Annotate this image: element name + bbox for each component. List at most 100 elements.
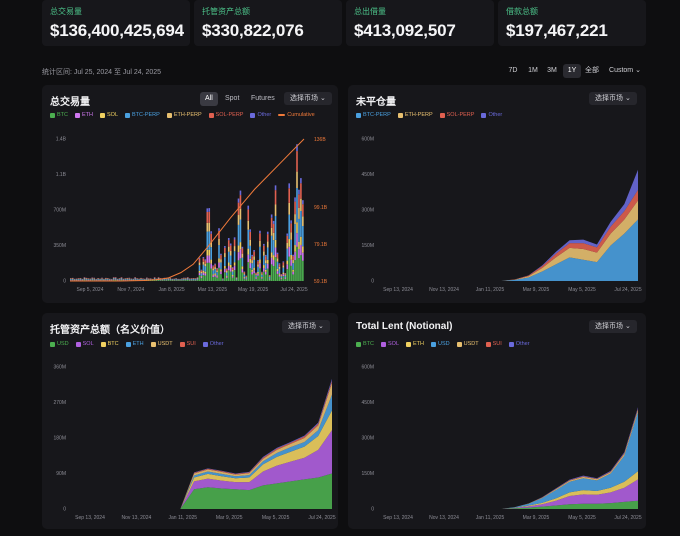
market-select[interactable]: 选择币场 ⌄ — [282, 320, 330, 333]
timeframe-7d[interactable]: 7D — [508, 67, 518, 74]
toggle-futures[interactable]: Futures — [251, 95, 275, 102]
volume-bar — [290, 220, 292, 224]
volume-bar — [245, 277, 248, 279]
volume-bar — [220, 271, 222, 275]
volume-bar — [220, 274, 222, 281]
market-select[interactable]: 选择币场 ⌄ — [284, 92, 332, 105]
legend-item[interactable]: ETH — [125, 341, 144, 347]
volume-panel: 总交易量 All Spot Futures 选择币场 ⌄ BTC ETH SOL BT… — [42, 85, 338, 303]
timeframe-1y[interactable]: 1Y — [563, 64, 581, 78]
volume-bar — [294, 214, 296, 225]
volume-bar — [226, 271, 228, 273]
aum-legend: USD SOL BTC ETH USDT SUI Other — [50, 339, 224, 349]
legend-item[interactable]: SOL — [100, 112, 118, 118]
legend-item[interactable]: Other — [508, 341, 530, 347]
legend-item[interactable]: ETH-PERP — [166, 112, 202, 118]
volume-bar — [220, 255, 222, 260]
toggle-spot[interactable]: Spot — [225, 95, 240, 102]
volume-bar — [288, 183, 290, 189]
timeframe-custom[interactable]: Custom ⌄ — [606, 64, 644, 78]
volume-bar — [110, 279, 113, 281]
legend-item[interactable]: USDT — [150, 341, 173, 347]
legend-item[interactable]: USDT — [456, 341, 479, 347]
legend-item[interactable]: USD — [50, 341, 69, 347]
volume-bar — [249, 229, 251, 232]
volume-bar — [161, 279, 164, 280]
legend-label: ETH — [82, 112, 93, 118]
legend-label: SOL — [82, 341, 94, 347]
volume-bar — [276, 261, 279, 269]
legend-item[interactable]: ETH-PERP — [397, 112, 433, 118]
volume-bar — [169, 280, 172, 281]
volume-bar — [253, 251, 255, 257]
volume-bar — [216, 268, 218, 271]
aum-chart: 0 90M 180M 270M 360M Sep 13, 2024 Nov 13, 2024… — [53, 365, 335, 522]
volume-bar — [282, 272, 285, 275]
series-area-usd — [70, 473, 332, 509]
volume-bar — [204, 271, 207, 274]
volume-bar — [198, 257, 201, 259]
x-tick-label: May 5, 2025 — [262, 515, 290, 521]
legend-item[interactable]: BTC — [356, 341, 374, 347]
volume-bar — [278, 273, 281, 275]
volume-bar — [259, 240, 261, 247]
timeframe-all[interactable]: 全部 — [585, 67, 599, 74]
volume-bar — [302, 260, 304, 281]
legend-swatch — [278, 114, 286, 116]
volume-bar — [163, 280, 166, 281]
volume-bar — [255, 272, 257, 275]
volume-bar — [296, 151, 298, 172]
volume-bar — [255, 278, 257, 279]
legend-item[interactable]: Other — [202, 341, 224, 347]
legend-item[interactable]: USD — [431, 341, 450, 347]
volume-bar — [257, 275, 259, 281]
timeframe-3m[interactable]: 3M — [547, 67, 557, 74]
x-tick-label: Sep 13, 2024 — [383, 287, 413, 293]
legend-label: SOL-PERP — [446, 112, 475, 118]
legend-item[interactable]: SUI — [485, 341, 502, 347]
volume-bar — [202, 258, 205, 262]
market-select[interactable]: 选择币场 ⌄ — [589, 320, 637, 333]
legend-item[interactable]: Cumulative — [278, 112, 315, 118]
legend-item[interactable]: BTC — [100, 341, 119, 347]
legend-item[interactable]: SOL — [75, 341, 94, 347]
volume-bar — [286, 260, 289, 265]
volume-bar — [300, 244, 302, 256]
legend-item[interactable]: SUI — [179, 341, 196, 347]
legend-item[interactable]: BTC-PERP — [356, 112, 391, 118]
volume-bar — [257, 261, 259, 265]
volume-bar — [237, 252, 240, 261]
volume-bar — [272, 220, 275, 224]
volume-bar — [278, 274, 281, 277]
market-select[interactable]: 选择币场 ⌄ — [589, 92, 637, 105]
volume-bar — [198, 275, 201, 281]
volume-bar — [245, 275, 248, 277]
toggle-all[interactable]: All — [200, 92, 218, 106]
volume-bar — [224, 253, 226, 258]
volume-bar — [224, 265, 226, 269]
volume-bar — [95, 279, 97, 281]
legend-item[interactable]: Other — [481, 112, 502, 118]
legend-item[interactable]: SOL-PERP — [439, 112, 475, 118]
volume-bar — [300, 236, 302, 245]
legend-swatch — [150, 341, 156, 347]
volume-bar — [229, 243, 232, 246]
legend-item[interactable]: ETH — [75, 112, 93, 118]
volume-bar — [290, 265, 292, 281]
volume-bar — [259, 246, 261, 260]
legend-item[interactable]: BTC-PERP — [125, 112, 160, 118]
volume-bar — [268, 278, 271, 280]
x-tick-label: Sep 13, 2024 — [383, 515, 413, 521]
legend-item[interactable]: SOL-PERP — [208, 112, 243, 118]
legend-item[interactable]: BTC — [50, 112, 68, 118]
legend-item[interactable]: SOL — [381, 341, 399, 347]
legend-swatch — [439, 112, 445, 118]
volume-bar — [298, 189, 300, 195]
legend-item[interactable]: Other — [250, 112, 271, 118]
volume-bar — [196, 280, 199, 281]
legend-item[interactable]: ETH — [406, 341, 424, 347]
volume-bar — [77, 279, 80, 280]
timeframe-1m[interactable]: 1M — [528, 67, 538, 74]
volume-bar — [196, 278, 199, 280]
volume-bar — [298, 258, 300, 281]
